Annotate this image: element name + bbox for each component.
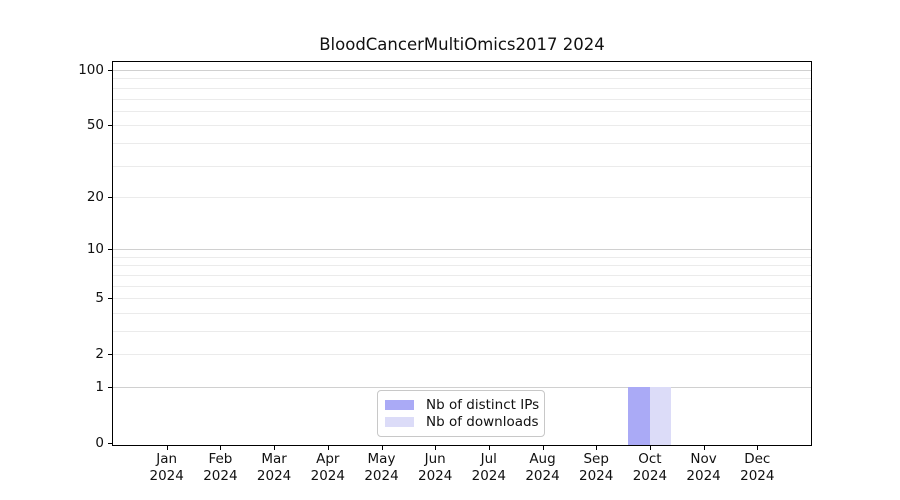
x-tick-mark-jul: [488, 446, 490, 450]
x-tick-mark-mar: [274, 446, 276, 450]
gridline-minor-2: [113, 354, 811, 356]
bar-nb-of-distinct-ips-oct: [628, 387, 650, 445]
x-tick-label-dec: Dec 2024: [740, 451, 775, 484]
x-tick-label-jan: Jan 2024: [149, 451, 184, 484]
gridline-major-1: [113, 387, 811, 388]
y-tick-mark-20: [108, 196, 112, 198]
gridline-minor-40: [113, 142, 811, 144]
bar-nb-of-downloads-oct: [649, 387, 672, 445]
plot-area: Nb of distinct IPs Nb of downloads: [112, 61, 812, 446]
legend-swatch-downloads: [385, 417, 414, 428]
x-tick-label-jun: Jun 2024: [418, 451, 453, 484]
chart-title: BloodCancerMultiOmics2017 2024: [319, 35, 605, 54]
legend-label-distinct-ips: Nb of distinct IPs: [426, 396, 540, 413]
gridline-minor-70: [113, 98, 811, 100]
y-tick-mark-100: [108, 70, 112, 71]
x-tick-label-feb: Feb 2024: [203, 451, 238, 484]
legend: Nb of distinct IPs Nb of downloads: [377, 390, 545, 437]
x-tick-mark-may: [381, 446, 383, 450]
gridline-minor-8: [113, 265, 811, 267]
y-tick-mark-5: [108, 298, 112, 300]
y-tick-label-2: 2: [95, 346, 104, 363]
y-tick-label-0: 0: [95, 435, 104, 451]
legend-item-distinct-ips: Nb of distinct IPs: [385, 396, 540, 413]
x-tick-mark-nov: [703, 446, 705, 450]
x-tick-label-oct: Oct 2024: [632, 451, 668, 484]
gridline-minor-50: [113, 125, 811, 127]
y-tick-label-5: 5: [95, 290, 104, 307]
gridline-minor-30: [113, 165, 811, 167]
gridline-minor-4: [113, 312, 811, 314]
x-tick-label-may: May 2024: [364, 451, 399, 484]
x-tick-mark-dec: [757, 446, 759, 450]
x-tick-mark-sep: [596, 446, 598, 450]
y-tick-label-10: 10: [86, 241, 104, 258]
legend-swatch-distinct-ips: [385, 399, 414, 410]
y-tick-label-50: 50: [86, 117, 104, 134]
y-tick-label-1: 1: [95, 379, 104, 395]
gridline-minor-9: [113, 256, 811, 258]
x-tick-mark-jun: [435, 446, 437, 450]
y-tick-mark-10: [108, 249, 112, 251]
gridline-minor-60: [113, 110, 811, 112]
gridline-major-10: [113, 249, 811, 251]
x-tick-label-nov: Nov 2024: [686, 451, 721, 484]
x-tick-label-aug: Aug 2024: [525, 451, 560, 484]
gridline-minor-6: [113, 285, 811, 287]
gridline-minor-3: [113, 331, 811, 332]
legend-label-downloads: Nb of downloads: [426, 414, 539, 431]
gridline-minor-5: [113, 298, 811, 300]
y-tick-label-20: 20: [86, 188, 104, 205]
x-tick-label-mar: Mar 2024: [256, 451, 292, 484]
gridline-major-100: [113, 70, 811, 71]
gridline-minor-80: [113, 87, 811, 89]
gridline-minor-7: [113, 274, 811, 276]
x-tick-label-sep: Sep 2024: [579, 451, 614, 484]
x-tick-label-apr: Apr 2024: [310, 451, 345, 484]
x-tick-label-jul: Jul 2024: [471, 451, 506, 484]
gridline-minor-90: [113, 78, 811, 80]
x-tick-mark-apr: [327, 446, 329, 450]
y-tick-label-100: 100: [78, 62, 104, 78]
y-tick-mark-1: [108, 387, 112, 388]
legend-item-downloads: Nb of downloads: [385, 414, 539, 431]
y-tick-mark-2: [108, 354, 112, 356]
x-tick-mark-aug: [542, 446, 544, 450]
x-tick-mark-oct: [649, 446, 651, 450]
gridline-minor-20: [113, 196, 811, 198]
y-tick-mark-0: [108, 443, 112, 444]
x-tick-mark-feb: [220, 446, 222, 450]
y-tick-mark-50: [108, 125, 112, 127]
x-tick-mark-jan: [166, 446, 168, 450]
